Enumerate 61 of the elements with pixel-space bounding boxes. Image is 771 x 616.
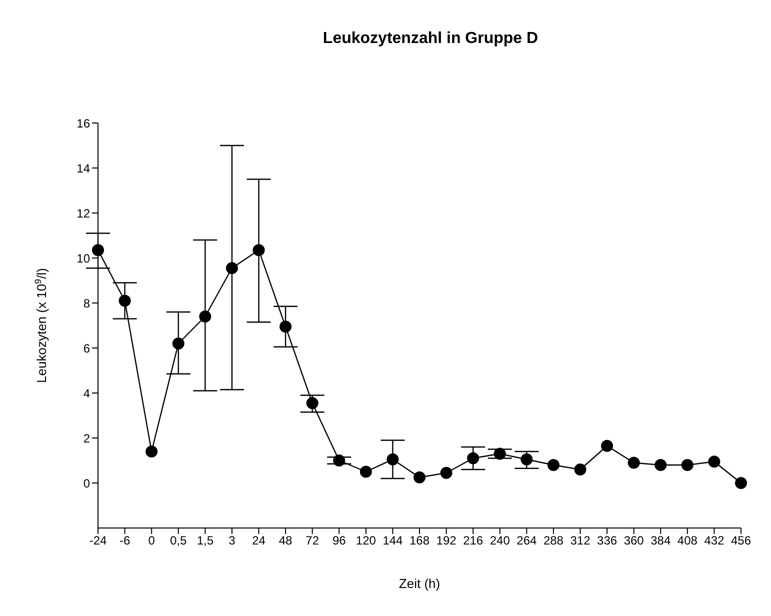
x-tick-label: 120 <box>356 534 376 548</box>
y-tick-label: 12 <box>76 206 90 220</box>
point <box>708 456 720 468</box>
point <box>280 320 292 333</box>
x-tick-label: 0 <box>148 534 156 548</box>
x-tick-label: 72 <box>306 534 320 548</box>
x-tick-label: 384 <box>650 534 671 548</box>
x-tick-label: 48 <box>278 534 293 548</box>
y-tick-label: 4 <box>83 386 90 400</box>
chart-title: Leukozytenzahl in Gruppe D <box>322 30 540 48</box>
x-tick-label: 312 <box>570 534 591 548</box>
point <box>360 466 372 478</box>
y-tick-label: 10 <box>76 251 90 266</box>
x-tick-label: 168 <box>409 534 430 548</box>
point <box>654 459 667 471</box>
point <box>146 446 158 458</box>
point <box>92 244 104 256</box>
x-tick-label: 408 <box>677 534 698 548</box>
point <box>681 459 694 471</box>
point <box>199 310 212 322</box>
point <box>440 466 452 479</box>
x-tick-label: 216 <box>463 534 484 548</box>
point <box>735 477 747 489</box>
x-tick-label: 3 <box>228 534 236 548</box>
point <box>494 448 506 460</box>
point <box>306 397 318 410</box>
x-tick-label: -24 <box>89 534 107 548</box>
x-tick-label: 336 <box>597 534 618 548</box>
x-tick-label: 24 <box>252 534 266 548</box>
point <box>226 262 238 274</box>
point <box>118 294 131 307</box>
x-axis-title: Zeit (h) <box>398 576 440 591</box>
x-tick-label: 264 <box>516 534 537 548</box>
y-tick-label: 6 <box>83 341 90 356</box>
x-tick-label: 360 <box>624 534 644 548</box>
x-tick-label: -6 <box>119 534 130 548</box>
point <box>172 338 184 350</box>
x-tick-label: 456 <box>730 534 752 548</box>
y-tick-label: 2 <box>83 431 90 446</box>
x-tick-label: 240 <box>490 534 510 548</box>
point <box>601 440 614 452</box>
y-tick-label: 16 <box>76 116 90 130</box>
point <box>520 453 533 466</box>
x-tick-label: 0,5 <box>170 534 188 548</box>
point <box>333 454 346 466</box>
x-tick-label: 432 <box>704 534 725 548</box>
point <box>547 459 560 471</box>
y-tick-label: 14 <box>76 161 90 176</box>
x-tick-label: 144 <box>382 534 404 548</box>
point <box>467 452 480 464</box>
y-tick-label: 8 <box>83 296 90 310</box>
x-tick-label: 192 <box>436 534 457 548</box>
x-tick-label: 288 <box>543 534 564 548</box>
point <box>386 453 399 466</box>
point <box>628 456 640 469</box>
x-tick-label: 96 <box>332 534 346 548</box>
point <box>252 244 265 256</box>
point <box>574 464 586 476</box>
y-tick-label: 0 <box>83 476 90 490</box>
point <box>414 471 426 484</box>
x-tick-label: 1,5 <box>196 534 214 548</box>
